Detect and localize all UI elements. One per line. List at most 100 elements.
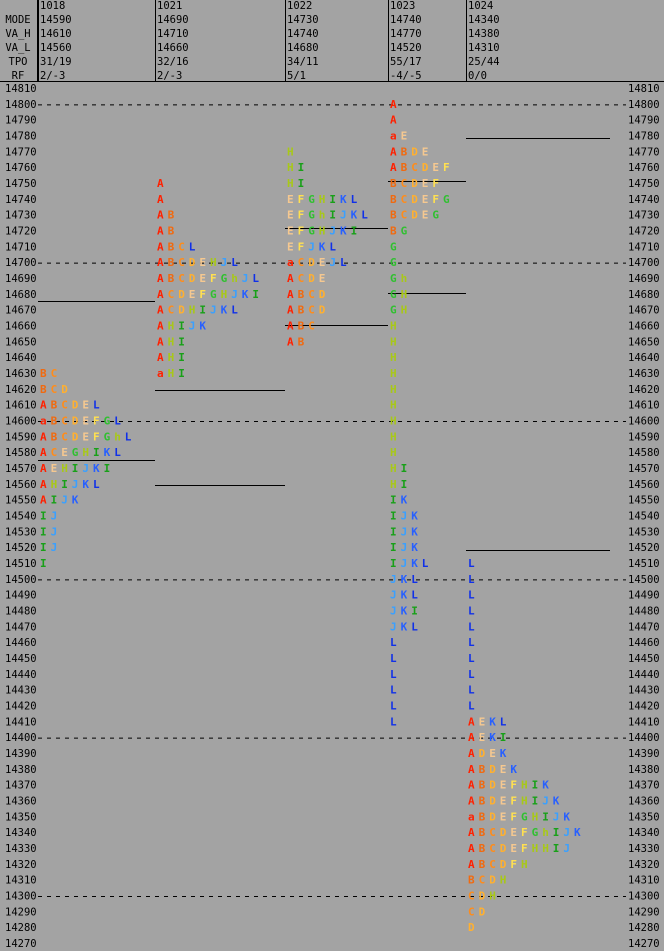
price-label-left: 14520	[5, 542, 37, 554]
price-label-left: 14680	[5, 289, 37, 301]
column-stat: 34/11	[287, 56, 319, 68]
price-label-left: 14450	[5, 653, 37, 665]
price-label-right: 14800	[628, 99, 660, 111]
price-label-left: 14610	[5, 400, 37, 412]
tpo-row: L	[468, 636, 475, 649]
price-label-left: 14550	[5, 495, 37, 507]
price-label-left: 14420	[5, 701, 37, 713]
price-label-right: 14600	[628, 416, 660, 428]
price-label-left: 14660	[5, 321, 37, 333]
price-label-right: 14580	[628, 447, 660, 459]
price-label-left: 14650	[5, 336, 37, 348]
column-date: 1023	[390, 0, 415, 12]
tpo-row: L	[468, 684, 475, 697]
price-label-left: 14720	[5, 226, 37, 238]
price-label-right: 14410	[628, 716, 660, 728]
column-stat: 14710	[157, 28, 189, 40]
price-label-left: 14640	[5, 352, 37, 364]
price-label-left: 14490	[5, 590, 37, 602]
price-label-right: 14430	[628, 685, 660, 697]
price-label-right: 14290	[628, 906, 660, 918]
price-label-right: 14350	[628, 811, 660, 823]
tpo-row: H	[390, 351, 397, 364]
price-label-left: 14810	[5, 83, 37, 95]
price-label-left: 14430	[5, 685, 37, 697]
tpo-row: H	[390, 335, 397, 348]
price-label-left: 14330	[5, 843, 37, 855]
column-date: 1022	[287, 0, 312, 12]
price-label-left: 14750	[5, 178, 37, 190]
price-label-left: 14440	[5, 669, 37, 681]
tpo-row: H	[390, 383, 397, 396]
price-label-right: 14480	[628, 606, 660, 618]
price-label-right: 14700	[628, 257, 660, 269]
price-label-right: 14420	[628, 701, 660, 713]
price-label-right: 14460	[628, 637, 660, 649]
column-stat: 14610	[40, 28, 72, 40]
tpo-row: L	[390, 668, 397, 681]
tpo-row: H	[390, 430, 397, 443]
column-stat: 14730	[287, 14, 319, 26]
price-label-left: 14410	[5, 716, 37, 728]
price-label-left: 14690	[5, 273, 37, 285]
price-label-left: 14580	[5, 447, 37, 459]
price-label-left: 14590	[5, 431, 37, 443]
price-label-right: 14570	[628, 463, 660, 475]
price-label-right: 14750	[628, 178, 660, 190]
price-label-right: 14720	[628, 226, 660, 238]
price-label-left: 14360	[5, 796, 37, 808]
row-label: VA_L	[5, 42, 30, 54]
price-label-right: 14500	[628, 574, 660, 586]
price-label-left: 14620	[5, 384, 37, 396]
tpo-row: L	[468, 668, 475, 681]
row-label: MODE	[5, 14, 30, 26]
price-label-left: 14600	[5, 416, 37, 428]
price-label-right: 14550	[628, 495, 660, 507]
row-label: RF	[12, 70, 25, 82]
price-label-left: 14670	[5, 305, 37, 317]
column-stat: 5/1	[287, 70, 306, 82]
price-label-right: 14310	[628, 875, 660, 887]
tpo-row: H	[390, 446, 397, 459]
price-label-right: 14710	[628, 241, 660, 253]
column-stat: 14740	[287, 28, 319, 40]
column-stat: 14740	[390, 14, 422, 26]
price-label-left: 14780	[5, 131, 37, 143]
price-label-right: 14530	[628, 526, 660, 538]
price-label-left: 14740	[5, 194, 37, 206]
tpo-row: L	[468, 700, 475, 713]
tpo-row: L	[468, 557, 475, 570]
price-label-left: 14460	[5, 637, 37, 649]
price-label-right: 14610	[628, 400, 660, 412]
price-label-left: 14310	[5, 875, 37, 887]
